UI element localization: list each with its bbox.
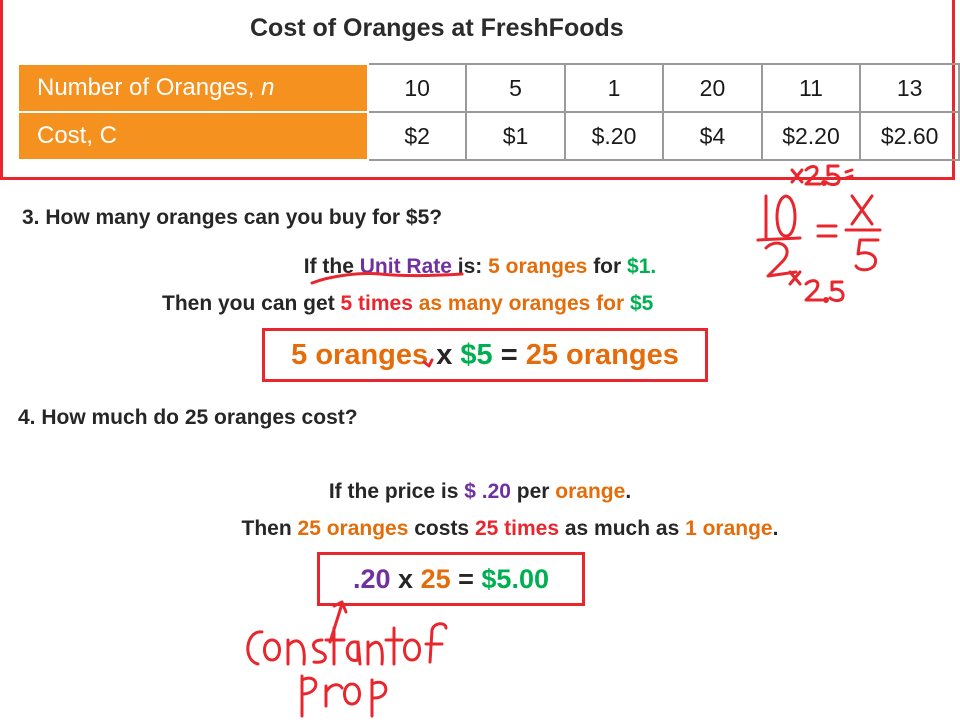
q3-answer-box: 5 oranges x $5 = 25 oranges — [262, 328, 708, 382]
table-cell: $1 — [465, 111, 566, 161]
proportion-scribble — [756, 164, 882, 303]
table-cell: 20 — [662, 63, 763, 113]
table-cell: 11 — [760, 63, 862, 113]
q3-unit-rate-line: If the Unit Rate is: 5 oranges for $1. — [303, 255, 657, 278]
table-cell: 1 — [563, 63, 665, 113]
oranges-table: Number of Oranges, n 10 5 1 20 11 13 Cos… — [17, 63, 960, 161]
unit-rate-underline — [310, 272, 464, 285]
table-cell: $.20 — [563, 111, 665, 161]
table-title: Cost of Oranges at FreshFoods — [250, 14, 624, 42]
table-cell: $2 — [366, 111, 468, 161]
q4-answer-box: .20 x 25 = $5.00 — [317, 552, 585, 606]
table-cell: 13 — [859, 63, 960, 113]
q3-times-line: Then you can get 5 times as many oranges… — [162, 292, 654, 315]
constant-of-prop-note — [246, 622, 448, 718]
table-cell: $2.20 — [760, 111, 862, 161]
question-4: 4. How much do 25 oranges cost? — [18, 406, 358, 429]
table-cell: $2.60 — [859, 111, 960, 161]
small-check-mark — [422, 358, 434, 368]
q4-times-line: Then 25 oranges costs 25 times as much a… — [241, 517, 779, 540]
table-row: Number of Oranges, n 10 5 1 20 11 13 — [17, 63, 960, 113]
row-header-number: Number of Oranges, n — [17, 63, 369, 113]
table-cell: 10 — [366, 63, 468, 113]
question-3: 3. How many oranges can you buy for $5? — [22, 206, 443, 229]
row-header-cost: Cost, C — [17, 111, 369, 161]
q4-price-line: If the price is $ .20 per orange. — [328, 480, 632, 503]
table-cell: $4 — [662, 111, 763, 161]
table-row: Cost, C $2 $1 $.20 $4 $2.20 $2.60 — [17, 111, 960, 161]
arrow-to-constant — [328, 602, 344, 644]
table-cell: 5 — [465, 63, 566, 113]
